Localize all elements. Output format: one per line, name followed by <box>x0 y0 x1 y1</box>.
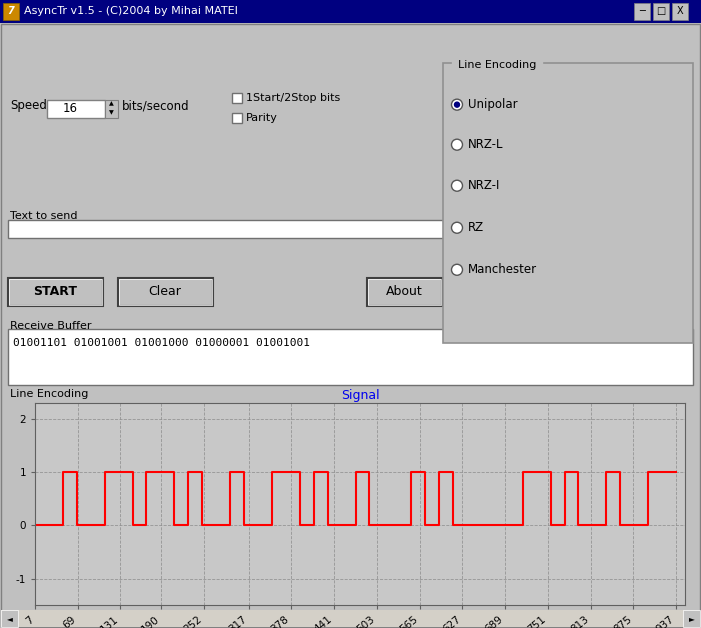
Text: X: X <box>676 6 683 16</box>
Text: Line Encoding: Line Encoding <box>458 60 536 70</box>
Text: RZ: RZ <box>468 221 484 234</box>
Text: ▼: ▼ <box>109 110 114 115</box>
Text: bits/second: bits/second <box>122 99 190 112</box>
Text: 01001101 01001001 01001000 01000001 01001001: 01001101 01001001 01001000 01000001 0100… <box>13 338 310 348</box>
Text: Receive Buffer: Receive Buffer <box>10 321 92 331</box>
Bar <box>672 3 688 19</box>
Circle shape <box>451 139 463 150</box>
Title: Signal: Signal <box>341 389 379 401</box>
Circle shape <box>451 99 463 110</box>
Text: Speed: Speed <box>10 99 47 112</box>
Bar <box>232 112 242 122</box>
Text: □: □ <box>656 6 666 16</box>
Bar <box>118 278 213 306</box>
Text: NRZ-L: NRZ-L <box>468 138 503 151</box>
Text: About: About <box>386 285 423 298</box>
Bar <box>1 610 700 627</box>
Bar <box>443 63 693 343</box>
Bar <box>9 279 102 305</box>
Bar <box>368 279 441 305</box>
Text: ─: ─ <box>639 6 645 16</box>
Text: Parity: Parity <box>246 112 278 122</box>
Circle shape <box>451 264 463 275</box>
Text: Text to send: Text to send <box>10 211 78 220</box>
Bar <box>119 279 212 305</box>
Text: 1Start/2Stop bits: 1Start/2Stop bits <box>246 93 340 102</box>
Bar <box>47 100 105 117</box>
Bar <box>8 329 693 385</box>
Circle shape <box>451 180 463 191</box>
Circle shape <box>451 222 463 233</box>
Text: Manchester: Manchester <box>468 263 537 276</box>
Bar <box>683 610 700 627</box>
Text: 16: 16 <box>63 102 78 115</box>
Bar <box>105 100 118 117</box>
Text: START: START <box>33 285 77 298</box>
Text: ◄: ◄ <box>6 614 13 623</box>
Text: Clear: Clear <box>149 285 182 298</box>
Bar <box>634 3 650 19</box>
Text: Unipolar: Unipolar <box>468 98 517 111</box>
Bar <box>3 3 19 19</box>
Bar <box>367 278 442 306</box>
Bar <box>232 93 242 102</box>
Circle shape <box>454 102 459 107</box>
Text: ▲: ▲ <box>109 101 114 106</box>
Text: AsyncTr v1.5 - (C)2004 by Mihai MATEI: AsyncTr v1.5 - (C)2004 by Mihai MATEI <box>24 6 238 16</box>
Bar <box>8 220 446 238</box>
Bar <box>8 278 103 306</box>
Text: ►: ► <box>688 614 695 623</box>
Text: Line Encoding: Line Encoding <box>10 389 88 399</box>
Bar <box>1 610 18 627</box>
Text: 7: 7 <box>8 6 15 16</box>
Bar <box>653 3 669 19</box>
Text: NRZ-I: NRZ-I <box>468 179 501 192</box>
